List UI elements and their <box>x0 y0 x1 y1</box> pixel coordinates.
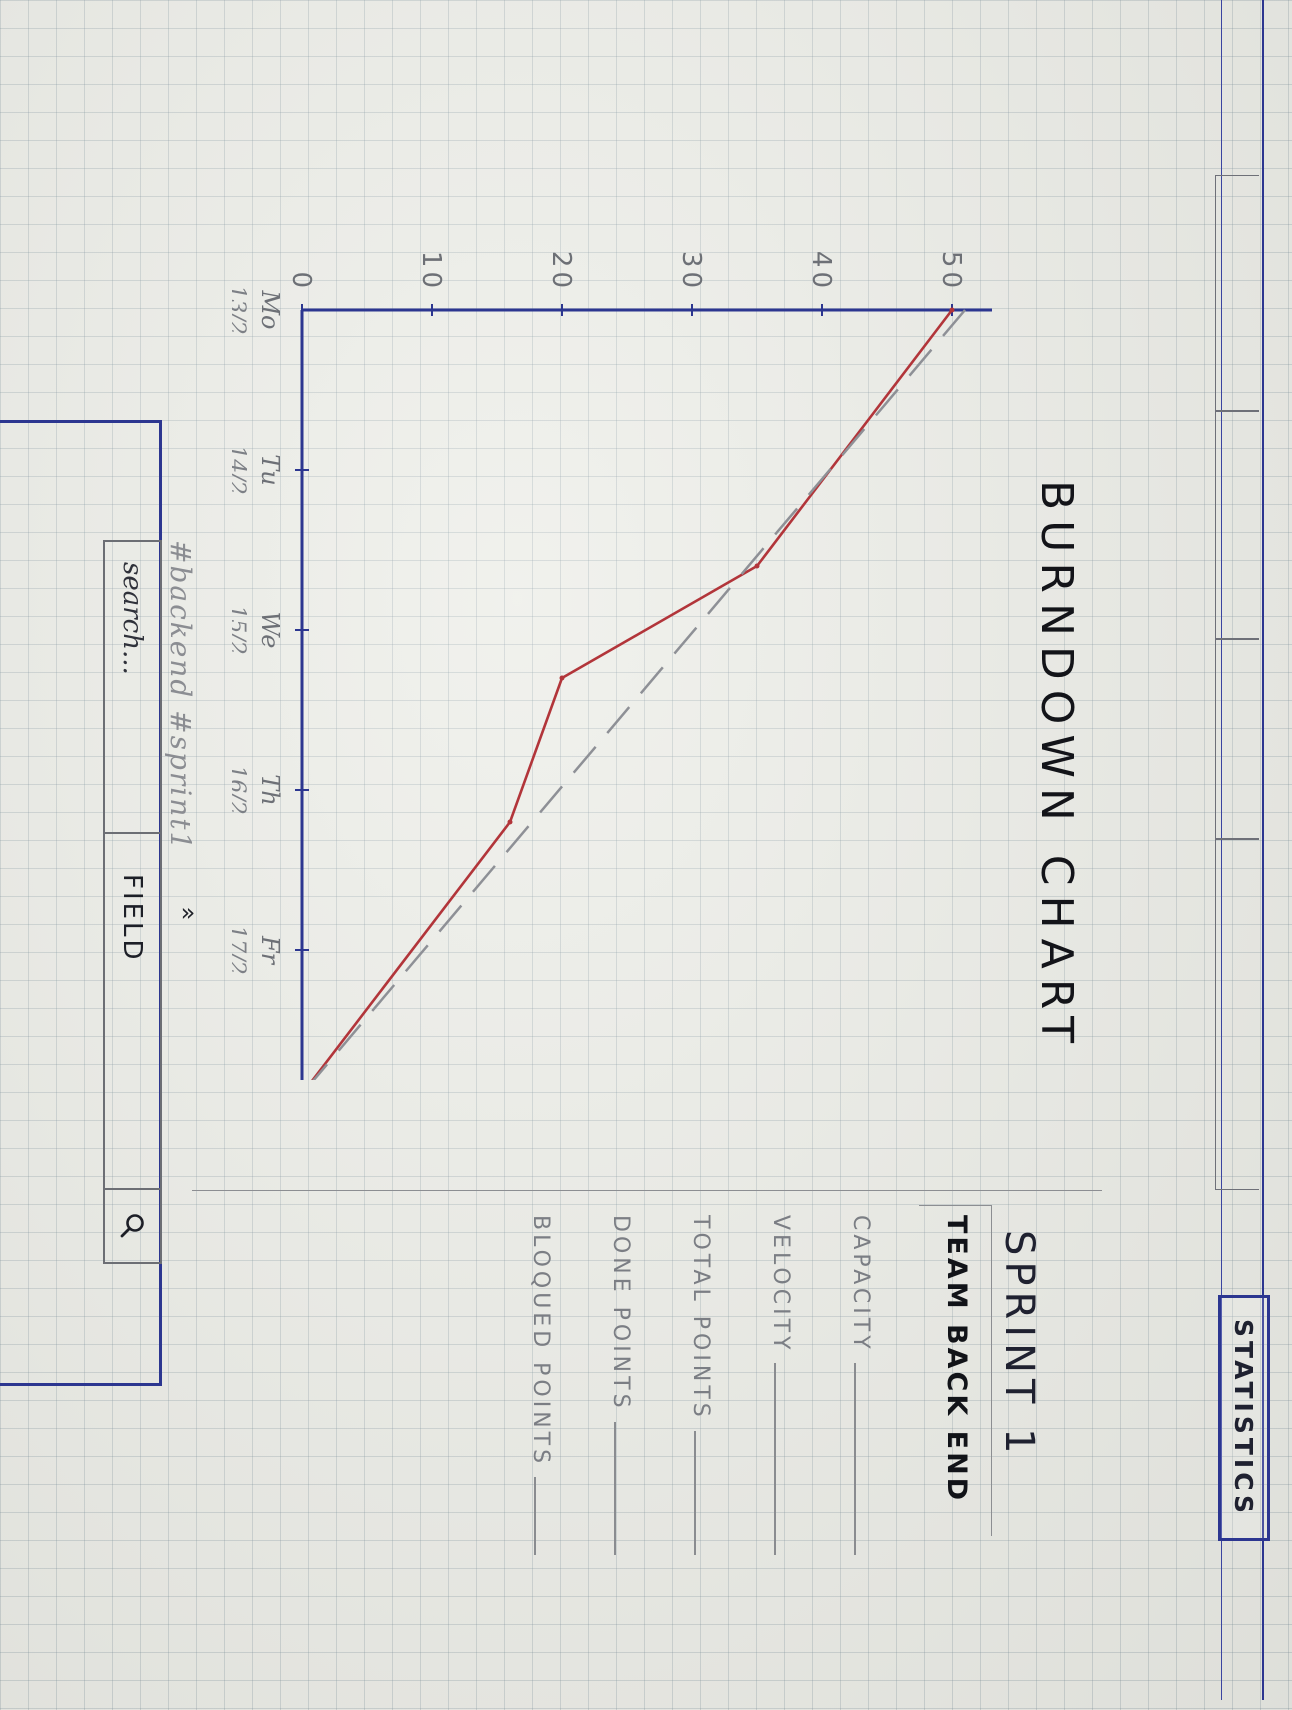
x-tick-day: Th <box>256 774 284 805</box>
team-name: TEAM BACK END <box>941 1215 972 1504</box>
x-tick-day: Mo <box>256 289 284 329</box>
burndown-point <box>754 563 760 569</box>
tab-1[interactable] <box>1215 175 1259 412</box>
x-tick-day: Tu <box>256 454 284 485</box>
y-tick-label: 20 <box>546 251 576 292</box>
stat-bloqued-points: BLOQUED POINTS <box>522 1215 562 1555</box>
stat-value-blank <box>534 1477 562 1555</box>
search-icon <box>121 1214 145 1238</box>
collapse-chevron-icon[interactable]: » <box>180 898 196 927</box>
stat-value-blank <box>854 1362 882 1555</box>
stat-label: TOTAL POINTS <box>688 1215 713 1421</box>
ideal-burndown-line <box>301 309 966 1080</box>
x-tick-date: 17/2 <box>232 925 249 974</box>
stat-label: DONE POINTS <box>608 1215 633 1412</box>
stat-capacity: CAPACITY <box>842 1215 882 1555</box>
stat-label: VELOCITY <box>768 1215 793 1354</box>
field-selector[interactable]: FIELD <box>117 874 148 963</box>
x-tick-date: 15/2 <box>232 605 249 654</box>
search-bar: search... FIELD <box>103 540 162 1264</box>
tab-statistics[interactable]: STATISTICS <box>1218 1295 1270 1541</box>
tab-2[interactable] <box>1215 410 1259 640</box>
stat-value-blank <box>614 1421 642 1555</box>
burndown-chart: 0 10 20 30 40 50 Mo 13/2 Tu 14/2 We 15/2 Th 16/2 Fr 17/… <box>232 251 992 1080</box>
burndown-point <box>507 819 513 825</box>
stat-value-blank <box>774 1363 802 1555</box>
burndown-point <box>949 307 955 313</box>
x-tick-day: Fr <box>256 935 284 966</box>
y-tick-label: 0 <box>286 271 316 292</box>
stat-total-points: TOTAL POINTS <box>682 1215 722 1555</box>
stat-done-points: DONE POINTS <box>602 1215 642 1555</box>
search-tags[interactable]: #backend #sprint1 <box>164 540 197 852</box>
x-tick-date: 13/2 <box>232 285 249 334</box>
x-tick-date: 14/2 <box>232 445 249 494</box>
actual-burndown-line <box>300 309 954 1080</box>
stat-velocity: VELOCITY <box>762 1215 802 1555</box>
search-button[interactable] <box>105 1188 160 1262</box>
stat-label: CAPACITY <box>848 1215 873 1353</box>
stat-label: BLOQUED POINTS <box>528 1215 553 1468</box>
sprint-title: SPRINT 1 <box>996 1230 1042 1460</box>
x-tick-day: We <box>256 612 284 649</box>
y-tick-label: 30 <box>676 251 706 292</box>
x-tick-date: 16/2 <box>232 765 249 814</box>
y-tick-label: 10 <box>416 251 446 292</box>
tab-4[interactable] <box>1215 838 1259 1190</box>
burndown-point <box>559 675 565 681</box>
chart-title: BURNDOWN CHART <box>1031 480 1082 1053</box>
y-tick-label: 50 <box>936 251 966 292</box>
stat-value-blank <box>694 1430 722 1555</box>
tab-3[interactable] <box>1215 638 1259 840</box>
y-tick-label: 40 <box>806 251 836 292</box>
search-input[interactable]: search... <box>105 542 160 834</box>
